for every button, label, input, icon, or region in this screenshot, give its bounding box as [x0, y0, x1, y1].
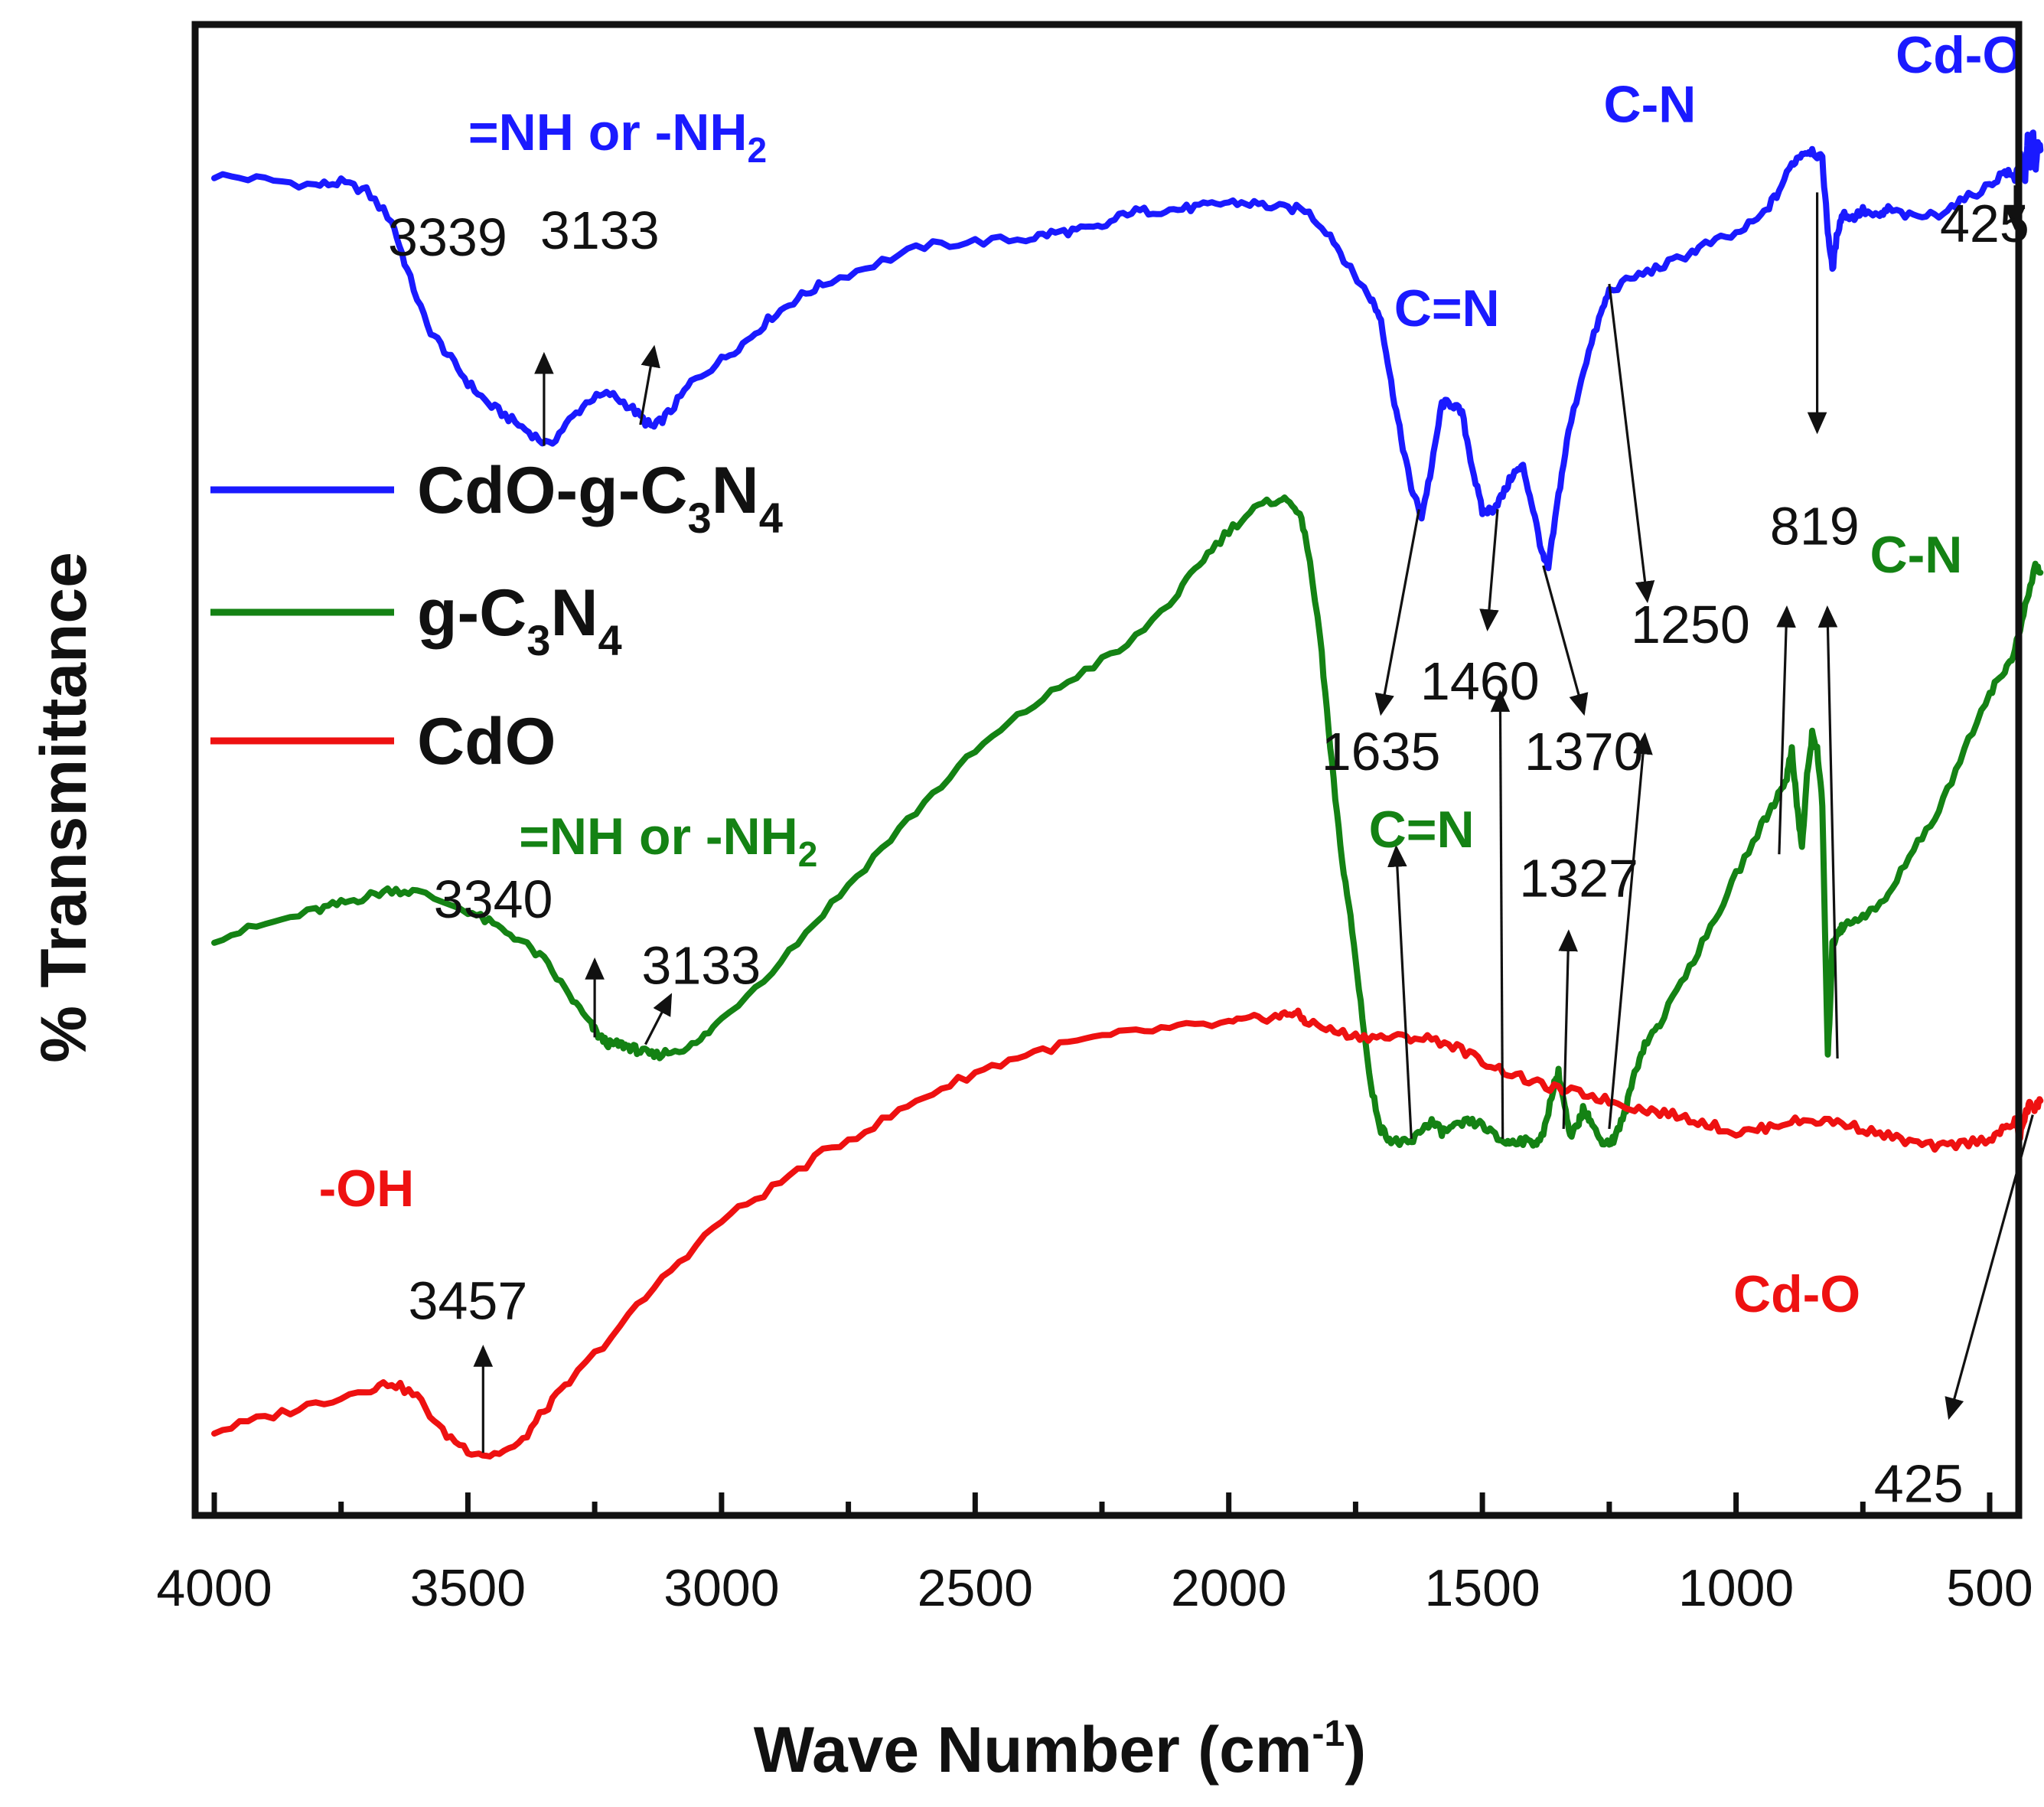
group-label-part: =NH or -NH: [519, 807, 798, 866]
peak-label: 3133: [641, 936, 761, 996]
annotation-arrow: [1608, 283, 1655, 604]
legend-label: CdO-g-C3N4: [417, 454, 783, 542]
group-label-part: =NH or -NH: [468, 103, 748, 161]
group-label-part: Cd-O: [1733, 1265, 1860, 1323]
legend-label-part: 4: [598, 616, 622, 664]
peak-label: 3340: [434, 869, 553, 929]
x-axis-ticks: 4000 3500 3000 2500 2000 1500 1000 500: [156, 1492, 2033, 1617]
group-label-part: Cd-O: [1896, 26, 2023, 84]
group-label: -OH: [319, 1160, 415, 1218]
peak-label: 1460: [1420, 651, 1540, 711]
annotation-arrow: [1387, 844, 1413, 1139]
x-tick-label: 4000: [156, 1559, 272, 1617]
group-label-part: C=N: [1369, 801, 1475, 859]
group-label: Cd-O: [1733, 1265, 1860, 1323]
group-label-part: C=N: [1394, 279, 1500, 338]
legend-label-part: CdO: [417, 705, 556, 778]
group-label-part: -OH: [319, 1160, 415, 1218]
group-label: C-N: [1870, 526, 1962, 584]
x-tick-label: 3500: [410, 1559, 526, 1617]
group-label: Cd-O: [1896, 26, 2023, 84]
x-axis-title-main: Wave Number (cm: [754, 1714, 1312, 1786]
group-label: =NH or -NH2: [519, 807, 817, 874]
series-layer: [211, 129, 2044, 1460]
annotation-arrow: [1374, 509, 1420, 716]
x-axis-title: Wave Number (cm-1): [754, 1714, 1366, 1786]
x-tick-label: 2000: [1171, 1559, 1286, 1617]
legend-label-part: N: [550, 576, 598, 650]
annotation-arrow: [644, 993, 673, 1045]
annotation-arrow: [1558, 929, 1578, 1130]
legend-label: g-C3N4: [417, 576, 622, 664]
annotation-arrow: [1776, 605, 1796, 855]
x-tick-label: 1000: [1678, 1559, 1794, 1617]
series-line-CdO-g-C3N4: [211, 129, 2044, 572]
legend-label-part: 4: [759, 494, 783, 542]
peak-label: 3133: [540, 201, 660, 260]
x-axis-title-close: ): [1345, 1714, 1366, 1786]
peak-label: 1370: [1524, 722, 1644, 781]
x-tick-label: 1500: [1424, 1559, 1540, 1617]
peak-label: 425: [1874, 1454, 1964, 1514]
annotation-arrow: [1542, 565, 1589, 716]
legend-label-part: 3: [687, 494, 711, 542]
peak-label: 1327: [1519, 848, 1638, 908]
group-label: C=N: [1369, 801, 1475, 859]
peak-label: 819: [1770, 496, 1860, 556]
peak-label: 425: [1940, 194, 2029, 253]
annotation-arrow: [1817, 605, 1839, 1059]
legend-label-part: CdO-g-C: [417, 454, 687, 527]
peak-label: 1250: [1631, 595, 1750, 654]
peak-label: 1635: [1322, 722, 1441, 781]
legend-label-part: g-C: [417, 576, 526, 650]
series-line-CdO: [211, 1007, 2044, 1460]
group-label-part: C-N: [1603, 75, 1696, 133]
annotation-arrow: [1479, 509, 1499, 631]
group-label: C-N: [1603, 75, 1696, 133]
series-line-g-C3N4: [211, 494, 2044, 1149]
x-tick-label: 2500: [918, 1559, 1033, 1617]
group-label-part: 2: [747, 130, 767, 170]
group-label-part: 2: [798, 834, 818, 874]
x-tick-label: 500: [1946, 1559, 2033, 1617]
group-label: =NH or -NH2: [468, 103, 767, 170]
annotation-arrow: [1490, 690, 1511, 1139]
x-tick-label: 3000: [663, 1559, 779, 1617]
group-label: C=N: [1394, 279, 1500, 338]
peak-label: 3339: [388, 207, 507, 267]
legend-label: CdO: [417, 705, 556, 778]
peak-label: 3457: [409, 1270, 528, 1330]
annotation-arrow: [1608, 732, 1653, 1130]
group-label-part: C-N: [1870, 526, 1962, 584]
x-axis-title-sup: -1: [1312, 1714, 1345, 1754]
y-axis-title: % Transmittance: [28, 552, 99, 1063]
plot-frame: [191, 21, 2023, 1519]
legend-label-part: 3: [526, 616, 550, 664]
legend-label-part: N: [712, 454, 759, 527]
annotation-arrow: [639, 344, 660, 426]
